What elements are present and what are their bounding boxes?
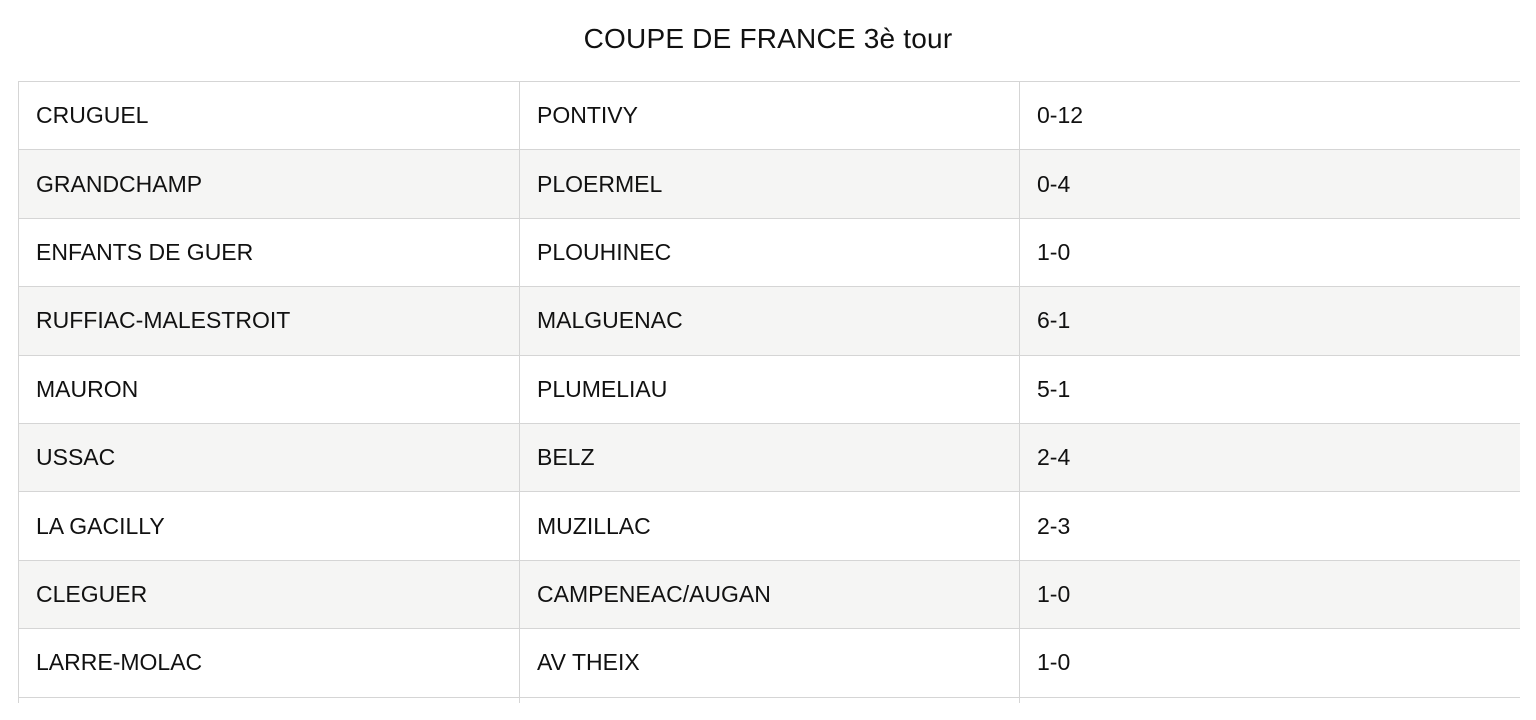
empty-cell (519, 696, 1020, 703)
empty-cell (1019, 696, 1520, 703)
match-row: ENFANTS DE GUER PLOUHINEC 1-0 (18, 217, 1520, 288)
away-team-cell: AV THEIX (519, 628, 1020, 698)
score-cell: 0-12 (1019, 81, 1520, 151)
score-cell: 5-1 (1019, 354, 1520, 424)
match-row: USSAC BELZ 2-4 (18, 422, 1520, 493)
home-team-cell: ENFANTS DE GUER (18, 217, 520, 288)
page-title: COUPE DE FRANCE 3è tour (0, 18, 1536, 60)
home-team-cell: CRUGUEL (18, 81, 520, 151)
home-team-cell: CLEGUER (18, 559, 520, 630)
home-team-cell: GRANDCHAMP (18, 149, 520, 219)
score-cell: 6-1 (1019, 286, 1520, 356)
away-team-cell: CAMPENEAC/AUGAN (519, 559, 1020, 630)
partial-row (18, 696, 1520, 703)
score-cell: 1-0 (1019, 217, 1520, 288)
away-team-cell: MALGUENAC (519, 286, 1020, 356)
away-team-cell: PLOUHINEC (519, 217, 1020, 288)
match-row: RUFFIAC-MALESTROIT MALGUENAC 6-1 (18, 286, 1520, 356)
match-row: MAURON PLUMELIAU 5-1 (18, 354, 1520, 424)
score-cell: 0-4 (1019, 149, 1520, 219)
round-label: 3è tour (863, 23, 953, 54)
home-team-cell: RUFFIAC-MALESTROIT (18, 286, 520, 356)
away-team-cell: PLUMELIAU (519, 354, 1020, 424)
away-team-cell: MUZILLAC (519, 491, 1020, 561)
home-team-cell: LA GACILLY (18, 491, 520, 561)
away-team-cell: PONTIVY (519, 81, 1020, 151)
home-team-cell: MAURON (18, 354, 520, 424)
match-row: LARRE-MOLAC AV THEIX 1-0 (18, 628, 1520, 698)
competition-name: COUPE DE FRANCE (583, 23, 856, 54)
match-row: LA GACILLY MUZILLAC 2-3 (18, 491, 1520, 561)
results-table-wrapper: CRUGUEL PONTIVY 0-12 GRANDCHAMP PLOERMEL 0-4 E… (18, 81, 1520, 703)
away-team-cell: BELZ (519, 422, 1020, 493)
results-table: CRUGUEL PONTIVY 0-12 GRANDCHAMP PLOERMEL 0-4 E… (18, 81, 1520, 703)
score-cell: 1-0 (1019, 559, 1520, 630)
empty-cell (18, 696, 520, 703)
score-cell: 1-0 (1019, 628, 1520, 698)
match-row: CLEGUER CAMPENEAC/AUGAN 1-0 (18, 559, 1520, 630)
away-team-cell: PLOERMEL (519, 149, 1020, 219)
results-tbody: CRUGUEL PONTIVY 0-12 GRANDCHAMP PLOERMEL 0-4 E… (18, 81, 1520, 703)
score-cell: 2-4 (1019, 422, 1520, 493)
home-team-cell: USSAC (18, 422, 520, 493)
home-team-cell: LARRE-MOLAC (18, 628, 520, 698)
match-row: CRUGUEL PONTIVY 0-12 (18, 81, 1520, 151)
score-cell: 2-3 (1019, 491, 1520, 561)
match-row: GRANDCHAMP PLOERMEL 0-4 (18, 149, 1520, 219)
